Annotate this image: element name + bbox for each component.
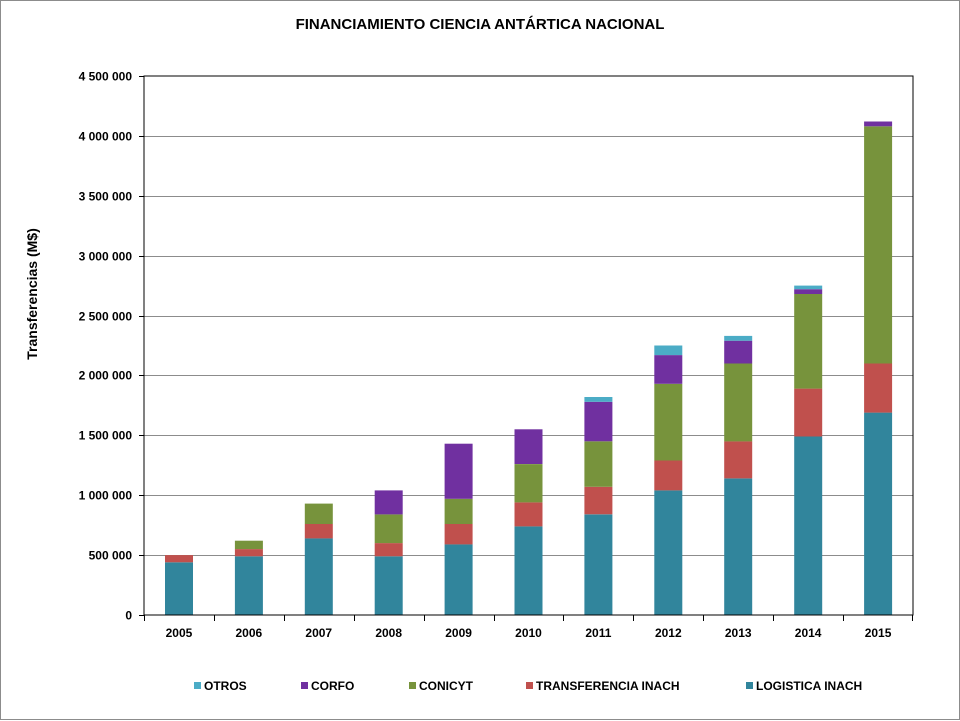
bar-otros-2014	[794, 285, 823, 290]
x-tick-label: 2012	[655, 626, 682, 640]
y-tick-label: 500 000	[89, 549, 133, 563]
bar-corfo-2013	[724, 340, 753, 364]
bar-transferencia-inach-2012	[654, 460, 683, 491]
x-tick-label: 2008	[375, 626, 402, 640]
x-tick-label: 2015	[865, 626, 892, 640]
bar-conicyt-2006	[234, 540, 263, 550]
bars	[165, 121, 893, 615]
y-tick-label: 2 000 000	[79, 369, 133, 383]
bar-corfo-2014	[794, 289, 823, 294]
legend-label: CORFO	[311, 679, 354, 693]
legend-swatch	[526, 682, 533, 689]
x-tick-label: 2006	[236, 626, 263, 640]
y-tick-label: 4 000 000	[79, 130, 133, 144]
bar-transferencia-inach-2005	[165, 555, 193, 563]
legend-swatch	[194, 682, 201, 689]
y-tick-label: 2 500 000	[79, 310, 133, 324]
bar-corfo-2012	[654, 355, 683, 384]
bar-logistica-inach-2008	[374, 556, 403, 615]
y-axis-title: Transferencias (M$)	[24, 228, 40, 360]
legend-label: TRANSFERENCIA INACH	[536, 679, 680, 693]
legend-swatch	[746, 682, 753, 689]
bar-logistica-inach-2007	[304, 538, 333, 615]
bar-conicyt-2011	[584, 441, 613, 487]
bar-conicyt-2012	[654, 383, 683, 461]
y-tick-label: 1 500 000	[79, 429, 133, 443]
y-tick-label: 3 000 000	[79, 250, 133, 264]
x-tick-label: 2014	[795, 626, 822, 640]
bar-transferencia-inach-2006	[234, 549, 263, 557]
bar-otros-2012	[654, 345, 683, 356]
bar-logistica-inach-2009	[444, 544, 473, 615]
legend-label: OTROS	[204, 679, 247, 693]
bar-conicyt-2008	[374, 514, 403, 544]
legend-swatch	[301, 682, 308, 689]
legend-item-conicyt: CONICYT	[409, 679, 474, 693]
bar-otros-2013	[724, 335, 753, 341]
bar-corfo-2009	[444, 443, 473, 499]
bar-conicyt-2010	[514, 464, 543, 503]
bar-logistica-inach-2013	[724, 478, 753, 615]
bar-logistica-inach-2011	[584, 514, 613, 615]
bar-conicyt-2009	[444, 498, 473, 524]
bar-corfo-2011	[584, 401, 613, 442]
y-axis-ticks: 0 500 000 1 000 000 1 500 000 2 000 000 2 500…	[79, 70, 144, 623]
legend-item-transferencia-inach: TRANSFERENCIA INACH	[526, 679, 680, 693]
bar-logistica-inach-2010	[514, 526, 543, 615]
y-tick-label: 0	[125, 609, 132, 623]
bar-corfo-2008	[374, 490, 403, 515]
bar-corfo-2015	[864, 121, 893, 127]
bar-conicyt-2015	[864, 126, 893, 364]
x-tick-label: 2013	[725, 626, 752, 640]
x-tick-label: 2009	[445, 626, 472, 640]
y-tick-label: 3 500 000	[79, 190, 133, 204]
x-axis-ticks: 2005 2006 2007 2008 2009 2010 2011 2012 2013 2014…	[144, 615, 913, 640]
legend-item-corfo: CORFO	[301, 679, 354, 693]
bar-logistica-inach-2015	[864, 412, 893, 615]
bar-transferencia-inach-2009	[444, 524, 473, 545]
y-tick-label: 4 500 000	[79, 70, 133, 84]
bar-transferencia-inach-2008	[374, 543, 403, 557]
x-tick-label: 2010	[515, 626, 542, 640]
bar-conicyt-2013	[724, 363, 753, 442]
bar-logistica-inach-2006	[234, 556, 263, 615]
bar-logistica-inach-2014	[794, 436, 823, 615]
x-tick-label: 2007	[305, 626, 332, 640]
legend-item-otros: OTROS	[194, 679, 247, 693]
bar-logistica-inach-2005	[165, 562, 193, 615]
bar-transferencia-inach-2013	[724, 441, 753, 479]
legend-label: LOGISTICA INACH	[756, 679, 862, 693]
bar-transferencia-inach-2014	[794, 388, 823, 437]
chart-title: FINANCIAMIENTO CIENCIA ANTÁRTICA NACIONA…	[296, 16, 665, 33]
bar-conicyt-2007	[304, 503, 333, 524]
bar-logistica-inach-2012	[654, 490, 683, 615]
x-tick-label: 2011	[585, 626, 611, 640]
legend: OTROS CORFO CONICYT TRANSFERENCIA INACH LOGI…	[194, 679, 862, 693]
legend-item-logistica-inach: LOGISTICA INACH	[746, 679, 862, 693]
bar-transferencia-inach-2015	[864, 363, 893, 413]
bar-otros-2011	[584, 397, 613, 402]
legend-swatch	[409, 682, 416, 689]
bar-corfo-2010	[514, 429, 543, 464]
legend-label: CONICYT	[419, 679, 474, 693]
plot-area-border	[143, 75, 914, 616]
x-tick-label: 2005	[166, 626, 193, 640]
bar-transferencia-inach-2007	[304, 524, 333, 539]
bar-conicyt-2014	[794, 294, 823, 389]
bar-transferencia-inach-2011	[584, 486, 613, 515]
y-tick-label: 1 000 000	[79, 489, 133, 503]
bar-transferencia-inach-2010	[514, 502, 543, 527]
